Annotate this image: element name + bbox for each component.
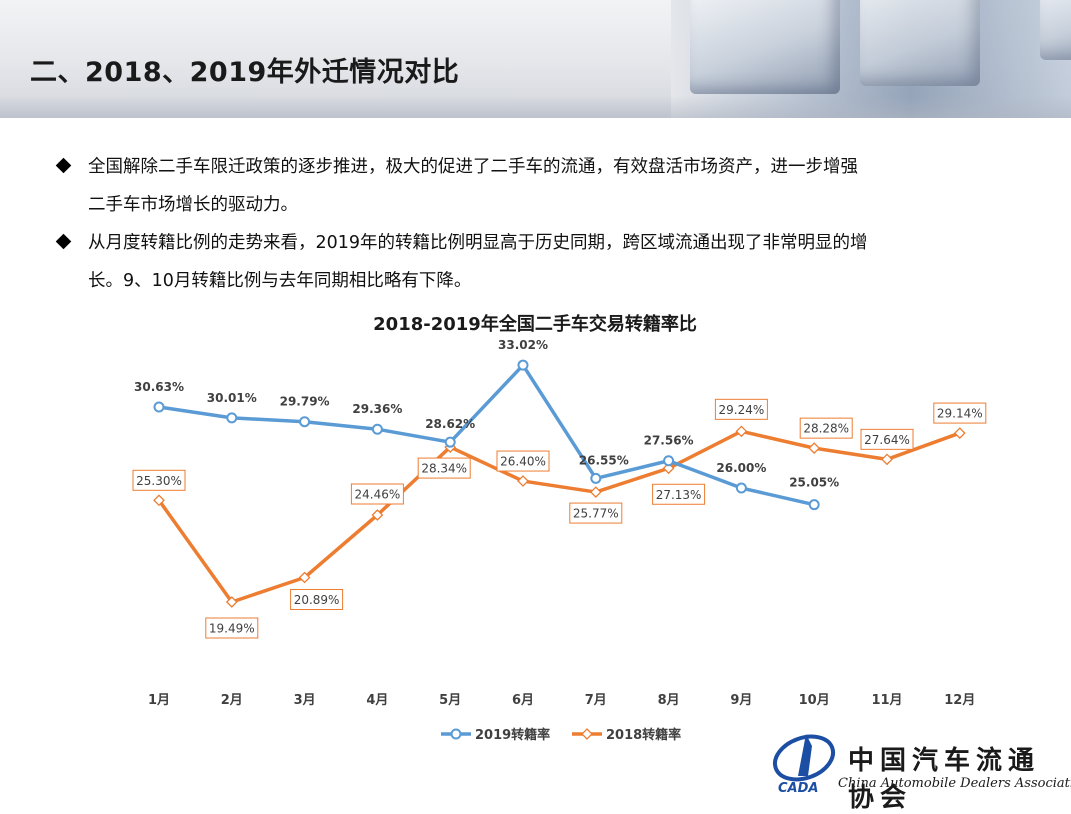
data-point-2019 xyxy=(444,436,456,448)
x-tick-label: 4月 xyxy=(366,693,388,708)
logo-abbr: CADA xyxy=(778,781,819,796)
data-point-2019 xyxy=(153,401,165,413)
data-label-2019: 27.56% xyxy=(644,434,694,448)
x-tick-label: 10月 xyxy=(799,693,830,708)
series-line-2018转籍率 xyxy=(157,429,961,604)
header-cube-graphic xyxy=(1040,0,1071,60)
data-label-2018: 27.64% xyxy=(864,433,910,447)
bullet-line: 长。9、10月转籍比例与去年同期相比略有下降。 xyxy=(88,271,472,291)
x-tick-label: 9月 xyxy=(730,693,752,708)
data-label-2018: 25.30% xyxy=(136,474,182,488)
data-label-2018: 27.13% xyxy=(656,488,702,502)
association-logo: CADA 中国汽车流通协会 China Automobile Dealers A… xyxy=(768,726,1071,813)
data-point-2018 xyxy=(662,462,675,475)
data-point-2019 xyxy=(808,499,820,511)
series-line-2019转籍率 xyxy=(158,363,815,507)
data-label-2019: 25.05% xyxy=(789,476,839,490)
data-label-box-2018 xyxy=(569,502,623,524)
data-label-2018: 19.49% xyxy=(209,622,255,636)
bullet-line: 全国解除二手车限迁政策的逐步推进，极大的促进了二手车的流通，有效盘活市场资产，进… xyxy=(88,157,858,177)
legend-marker xyxy=(581,728,593,740)
data-point-2018 xyxy=(517,475,529,487)
data-label-2018: 26.40% xyxy=(500,455,546,469)
bullet-line: 从月度转籍比例的走势来看，2019年的转籍比例明显高于历史同期，跨区域流通出现了… xyxy=(88,233,868,253)
data-point-2019 xyxy=(735,482,747,494)
data-label-box-2018 xyxy=(714,398,768,420)
logo-english-name: China Automobile Dealers Association xyxy=(838,776,1071,791)
data-label-2019: 26.00% xyxy=(716,461,766,475)
bullet-item: 全国解除二手车限迁政策的逐步推进，极大的促进了二手车的流通，有效盘活市场资产，进… xyxy=(55,148,1028,224)
data-label-2019: 33.02% xyxy=(498,338,548,352)
data-point-2019 xyxy=(371,423,383,435)
data-label-2018: 24.46% xyxy=(355,488,401,502)
data-label-2018: 20.89% xyxy=(294,593,340,607)
data-point-2018 xyxy=(881,453,893,466)
data-point-2018 xyxy=(735,425,748,438)
legend-marker xyxy=(450,728,462,740)
legend-label: 2019转籍率 xyxy=(475,727,550,743)
header-cube-graphic xyxy=(860,0,980,86)
data-label-box-2018 xyxy=(652,483,706,505)
data-point-2018 xyxy=(953,427,966,439)
data-point-2019 xyxy=(590,472,602,484)
data-label-box-2018 xyxy=(132,469,186,491)
data-point-2019 xyxy=(663,455,675,467)
data-point-2019 xyxy=(517,359,529,371)
data-label-box-2018 xyxy=(799,417,853,439)
data-label-box-2018 xyxy=(933,402,987,424)
data-point-2018 xyxy=(371,509,384,521)
data-label-box-2018 xyxy=(350,483,404,505)
x-tick-label: 1月 xyxy=(148,693,170,708)
data-label-box-2018 xyxy=(205,617,259,639)
x-tick-label: 8月 xyxy=(658,693,680,708)
data-label-2019: 26.55% xyxy=(579,453,629,467)
x-tick-label: 2月 xyxy=(221,693,243,708)
cada-emblem-icon xyxy=(772,734,836,782)
data-point-2018 xyxy=(225,596,238,608)
x-tick-label: 6月 xyxy=(512,693,534,708)
data-label-box-2018 xyxy=(417,457,471,479)
chart-title: 2018-2019年全国二手车交易转籍率比 xyxy=(373,313,697,335)
data-label-box-2018 xyxy=(496,450,550,472)
data-label-box-2018 xyxy=(290,588,344,610)
data-label-2019: 30.01% xyxy=(207,391,257,405)
data-label-2019: 28.62% xyxy=(425,417,475,431)
data-label-2018: 28.28% xyxy=(803,422,849,436)
data-point-2018 xyxy=(298,571,311,584)
data-label-2018: 29.24% xyxy=(719,403,765,417)
bullet-item: 从月度转籍比例的走势来看，2019年的转籍比例明显高于历史同期，跨区域流通出现了… xyxy=(55,224,1028,300)
data-point-2019 xyxy=(299,416,311,428)
slide-title: 二、2018、2019年外迁情况对比 xyxy=(30,57,460,88)
data-label-box-2018 xyxy=(860,428,914,450)
data-label-2018: 29.14% xyxy=(937,407,983,421)
data-label-2019: 29.79% xyxy=(280,395,330,409)
x-tick-label: 7月 xyxy=(585,693,607,708)
data-label-2018: 28.34% xyxy=(421,462,467,476)
data-label-2019: 29.36% xyxy=(352,402,402,416)
data-point-2018 xyxy=(153,494,165,507)
x-tick-label: 3月 xyxy=(294,693,316,708)
bullet-line: 二手车市场增长的驱动力。 xyxy=(88,195,298,215)
x-tick-label: 5月 xyxy=(439,693,461,708)
header-banner: 二、2018、2019年外迁情况对比 xyxy=(0,0,1071,118)
x-tick-label: 12月 xyxy=(944,693,975,708)
header-cube-graphic xyxy=(690,0,840,94)
bullet-list: 全国解除二手车限迁政策的逐步推进，极大的促进了二手车的流通，有效盘活市场资产，进… xyxy=(55,148,1028,300)
data-label-2019: 30.63% xyxy=(134,380,184,394)
data-label-2018: 25.77% xyxy=(573,507,619,521)
data-point-2018 xyxy=(808,442,821,455)
legend-label: 2018转籍率 xyxy=(606,727,681,743)
header-shadow xyxy=(0,96,1071,118)
data-point-2018 xyxy=(589,486,602,498)
x-tick-label: 11月 xyxy=(871,693,902,708)
data-point-2019 xyxy=(226,412,238,424)
